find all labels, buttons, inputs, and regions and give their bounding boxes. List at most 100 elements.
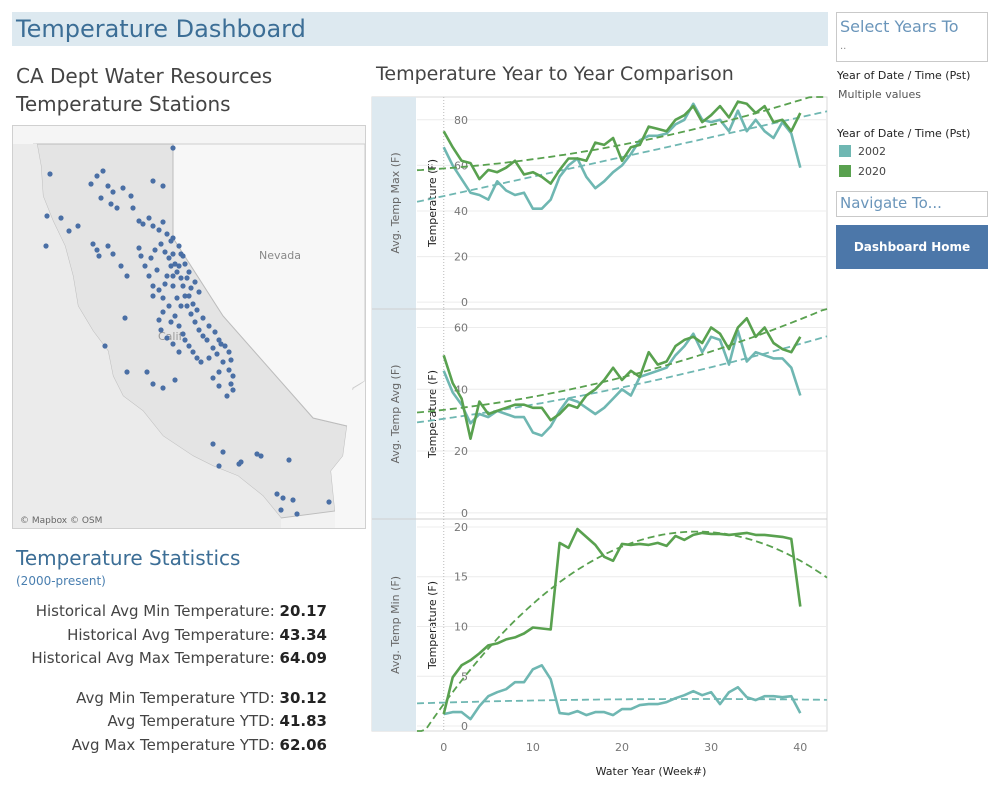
- station-point[interactable]: [166, 303, 172, 309]
- station-point[interactable]: [178, 303, 184, 309]
- station-point[interactable]: [204, 337, 210, 343]
- station-point[interactable]: [130, 205, 136, 211]
- station-points[interactable]: [43, 145, 332, 517]
- station-point[interactable]: [150, 223, 156, 229]
- station-point[interactable]: [66, 228, 72, 234]
- station-point[interactable]: [170, 283, 176, 289]
- station-point[interactable]: [110, 189, 116, 195]
- station-point[interactable]: [226, 349, 232, 355]
- station-point[interactable]: [164, 273, 170, 279]
- select-years-box[interactable]: [836, 12, 988, 62]
- station-point[interactable]: [162, 281, 168, 287]
- station-point[interactable]: [278, 507, 284, 513]
- station-point[interactable]: [100, 168, 106, 174]
- station-point[interactable]: [254, 451, 260, 457]
- station-point[interactable]: [96, 253, 102, 259]
- station-point[interactable]: [75, 223, 81, 229]
- station-point[interactable]: [146, 215, 152, 221]
- series-line-2002[interactable]: [442, 329, 802, 437]
- station-point[interactable]: [105, 243, 111, 249]
- station-point[interactable]: [182, 293, 188, 299]
- station-point[interactable]: [184, 275, 190, 281]
- station-point[interactable]: [230, 373, 236, 379]
- series-line-2002[interactable]: [443, 664, 802, 721]
- station-point[interactable]: [230, 387, 236, 393]
- station-point[interactable]: [206, 355, 212, 361]
- series-line-2020[interactable]: [442, 527, 802, 715]
- series-line-2020[interactable]: [442, 317, 802, 440]
- station-point[interactable]: [228, 357, 234, 363]
- station-point[interactable]: [90, 241, 96, 247]
- station-point[interactable]: [162, 249, 168, 255]
- station-point[interactable]: [184, 303, 190, 309]
- station-point[interactable]: [180, 283, 186, 289]
- station-point[interactable]: [98, 195, 104, 201]
- station-point[interactable]: [206, 323, 212, 329]
- station-point[interactable]: [94, 173, 100, 179]
- series-line-2002[interactable]: [442, 102, 802, 210]
- station-point[interactable]: [280, 495, 286, 501]
- station-point[interactable]: [258, 453, 264, 459]
- station-point[interactable]: [172, 313, 178, 319]
- series-line-2020[interactable]: [442, 100, 802, 185]
- station-point[interactable]: [152, 247, 158, 253]
- station-point[interactable]: [286, 457, 292, 463]
- station-point[interactable]: [178, 275, 184, 281]
- station-point[interactable]: [216, 383, 222, 389]
- station-point[interactable]: [172, 377, 178, 383]
- station-point[interactable]: [200, 333, 206, 339]
- station-point[interactable]: [290, 497, 296, 503]
- legend-item-label[interactable]: 2002: [858, 145, 886, 158]
- station-point[interactable]: [44, 213, 50, 219]
- station-point[interactable]: [216, 463, 222, 469]
- station-point[interactable]: [198, 359, 204, 365]
- station-point[interactable]: [216, 337, 222, 343]
- station-point[interactable]: [326, 499, 332, 505]
- station-point[interactable]: [170, 341, 176, 347]
- station-point[interactable]: [186, 269, 192, 275]
- station-point[interactable]: [182, 261, 188, 267]
- station-point[interactable]: [196, 327, 202, 333]
- station-point[interactable]: [172, 261, 178, 267]
- station-point[interactable]: [138, 253, 144, 259]
- station-point[interactable]: [274, 491, 280, 497]
- station-point[interactable]: [110, 251, 116, 257]
- station-point[interactable]: [160, 295, 166, 301]
- station-point[interactable]: [150, 293, 156, 299]
- station-point[interactable]: [154, 267, 160, 273]
- station-point[interactable]: [128, 193, 134, 199]
- station-point[interactable]: [164, 231, 170, 237]
- station-point[interactable]: [218, 341, 224, 347]
- station-point[interactable]: [148, 255, 154, 261]
- station-point[interactable]: [160, 219, 166, 225]
- station-point[interactable]: [170, 273, 176, 279]
- station-point[interactable]: [176, 323, 182, 329]
- station-point[interactable]: [156, 227, 162, 233]
- station-point[interactable]: [164, 335, 170, 341]
- station-point[interactable]: [294, 511, 300, 517]
- station-point[interactable]: [150, 178, 156, 184]
- station-point[interactable]: [224, 393, 230, 399]
- dashboard-home-button[interactable]: Dashboard Home: [836, 225, 988, 269]
- station-point[interactable]: [114, 205, 120, 211]
- station-point[interactable]: [47, 171, 53, 177]
- station-point[interactable]: [136, 245, 142, 251]
- station-point[interactable]: [108, 201, 114, 207]
- station-point[interactable]: [124, 369, 130, 375]
- station-point[interactable]: [220, 449, 226, 455]
- station-point[interactable]: [192, 319, 198, 325]
- station-point[interactable]: [188, 285, 194, 291]
- station-point[interactable]: [122, 315, 128, 321]
- station-point[interactable]: [192, 279, 198, 285]
- station-point[interactable]: [102, 343, 108, 349]
- station-point[interactable]: [160, 385, 166, 391]
- station-point[interactable]: [168, 319, 174, 325]
- legend-swatch[interactable]: [839, 165, 851, 177]
- station-point[interactable]: [190, 301, 196, 307]
- station-point[interactable]: [105, 183, 111, 189]
- station-point[interactable]: [186, 293, 192, 299]
- station-map[interactable]: Nevada Calif © Mapbox © OSM: [12, 125, 366, 529]
- station-point[interactable]: [174, 269, 180, 275]
- station-point[interactable]: [236, 461, 242, 467]
